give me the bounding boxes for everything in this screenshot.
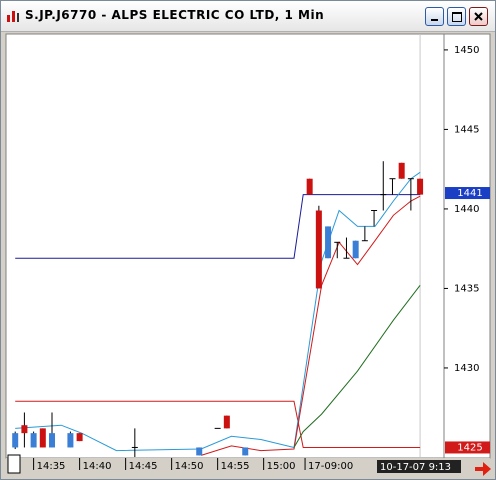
y-tick-label: 1450 (454, 45, 479, 56)
candle-body (306, 178, 313, 195)
cursor-label: 10-17-07 9:13 (377, 460, 461, 473)
app-icon (7, 11, 19, 22)
price-marker-label: 1441 (457, 188, 482, 199)
x-tick-label: 14:35 (37, 461, 66, 472)
candle-body (39, 428, 46, 448)
candle-body (21, 425, 28, 434)
price-axis (443, 33, 491, 459)
price-marker (445, 187, 490, 200)
price-marker (445, 441, 490, 454)
plot-area (5, 33, 445, 459)
x-tick-label: 14:50 (175, 461, 204, 472)
scroll-box[interactable] (7, 454, 21, 474)
y-tick-label: 1445 (454, 124, 479, 135)
candle-body (398, 162, 405, 179)
candle-body (315, 210, 322, 289)
price-marker-label: 1425 (457, 442, 482, 453)
cursor-label-text: 10-17-07 9:13 (380, 462, 451, 473)
y-tick-label: 1440 (454, 204, 479, 215)
x-tick-label: 17-09:00 (308, 461, 353, 472)
maximize-button[interactable] (447, 7, 466, 26)
candle-body (76, 433, 83, 442)
y-tick-label: 1435 (454, 283, 479, 294)
y-tick-label: 1430 (454, 363, 479, 374)
indicator-line (15, 194, 421, 259)
chart: 1430 1435 1440 1445 1450 14:35 14:40 14:45 14:50… (5, 33, 491, 476)
window-title: S.JP.J6770 - ALPS ELECTRIC CO LTD, 1 Min (25, 8, 325, 22)
x-tick-label: 14:55 (221, 461, 250, 472)
scroll-right-arrow[interactable] (475, 462, 491, 476)
x-tick-label: 14:40 (83, 461, 112, 472)
indicator-line (293, 284, 421, 448)
candle-body (352, 240, 359, 259)
x-tick-label: 14:45 (129, 461, 158, 472)
x-tick-label: 15:00 (267, 461, 296, 472)
candle-body (49, 433, 56, 448)
title-bar: S.JP.J6770 - ALPS ELECTRIC CO LTD, 1 Min (1, 1, 495, 32)
candle-body (242, 447, 249, 456)
candle-body (196, 447, 203, 456)
candle-body (223, 415, 230, 429)
candle-body (325, 226, 332, 259)
minimize-button[interactable] (425, 7, 444, 26)
candle-body (67, 433, 74, 448)
cursor-label-box (377, 460, 461, 473)
candle-body (12, 433, 19, 448)
time-axis (6, 458, 490, 476)
close-button[interactable] (469, 7, 488, 26)
candle-body (417, 178, 424, 195)
candle-body (30, 433, 37, 448)
